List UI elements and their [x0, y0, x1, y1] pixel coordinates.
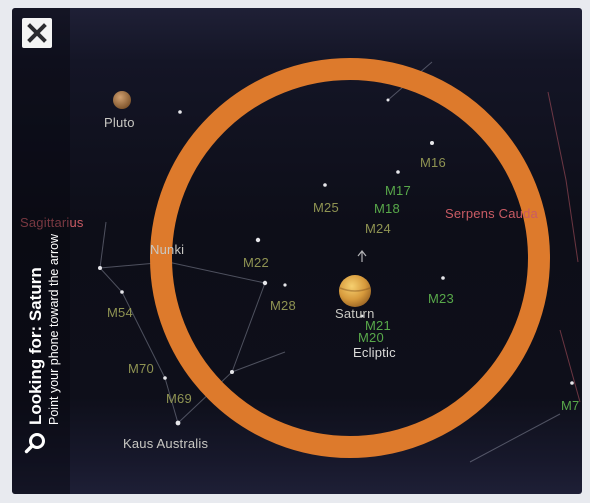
star	[570, 381, 574, 385]
constellation-line	[469, 413, 561, 463]
label-nunki: Nunki	[150, 242, 185, 257]
label-m23: M23	[428, 291, 454, 306]
label-m54: M54	[107, 305, 133, 320]
star	[255, 237, 261, 243]
star	[120, 290, 124, 294]
direction-arrow	[357, 250, 367, 262]
star	[283, 283, 287, 287]
label-m20: M20	[358, 330, 384, 345]
sky-canvas: Pluto Sagittarius Nunki M16 M17 M18 M25 …	[12, 8, 582, 494]
star	[175, 420, 181, 426]
star	[360, 314, 364, 318]
label-m69: M69	[166, 391, 192, 406]
label-pluto: Pluto	[104, 115, 135, 130]
star	[163, 376, 167, 380]
label-m7: M7	[561, 398, 580, 413]
label-serpens-cauda: Serpens Cauda	[445, 206, 538, 221]
star	[430, 141, 434, 145]
label-m22: M22	[243, 255, 269, 270]
star	[323, 183, 327, 187]
star	[178, 110, 182, 114]
label-m24: M24	[365, 221, 391, 236]
constellation-line	[99, 267, 179, 424]
constellation-line	[99, 261, 266, 284]
star	[441, 276, 445, 280]
constellation-boundary	[547, 91, 579, 263]
saturn-icon	[339, 275, 371, 307]
label-m70: M70	[128, 361, 154, 376]
search-target-title: Looking for: Saturn	[26, 267, 45, 425]
constellation-line	[99, 221, 107, 269]
search-banner-background	[12, 8, 70, 494]
label-m18: M18	[374, 201, 400, 216]
label-saturn: Saturn	[335, 306, 375, 321]
label-kaus-australis: Kaus Australis	[123, 436, 209, 451]
label-m25: M25	[313, 200, 339, 215]
search-hint-text: Point your phone toward the arrow	[47, 233, 61, 425]
label-m28: M28	[270, 298, 296, 313]
label-m16: M16	[420, 155, 446, 170]
label-m17: M17	[385, 183, 411, 198]
star	[262, 280, 268, 286]
constellation-boundary	[559, 329, 581, 403]
constellation-line	[231, 351, 286, 373]
target-ring	[150, 58, 550, 458]
close-button[interactable]	[22, 18, 52, 48]
sky-map-view[interactable]: Pluto Sagittarius Nunki M16 M17 M18 M25 …	[12, 8, 582, 494]
search-icon	[23, 431, 47, 455]
star	[386, 98, 390, 102]
star	[98, 266, 102, 270]
search-banner: Looking for: Saturn Point your phone tow…	[25, 163, 65, 425]
pluto-icon	[113, 91, 131, 109]
star	[396, 170, 400, 174]
label-sagittarius: Sagittarius	[20, 215, 84, 230]
sky-layer	[98, 58, 581, 463]
star	[230, 370, 234, 374]
close-icon	[27, 23, 47, 43]
label-m21: M21	[365, 318, 391, 333]
label-ecliptic: Ecliptic	[353, 345, 396, 360]
